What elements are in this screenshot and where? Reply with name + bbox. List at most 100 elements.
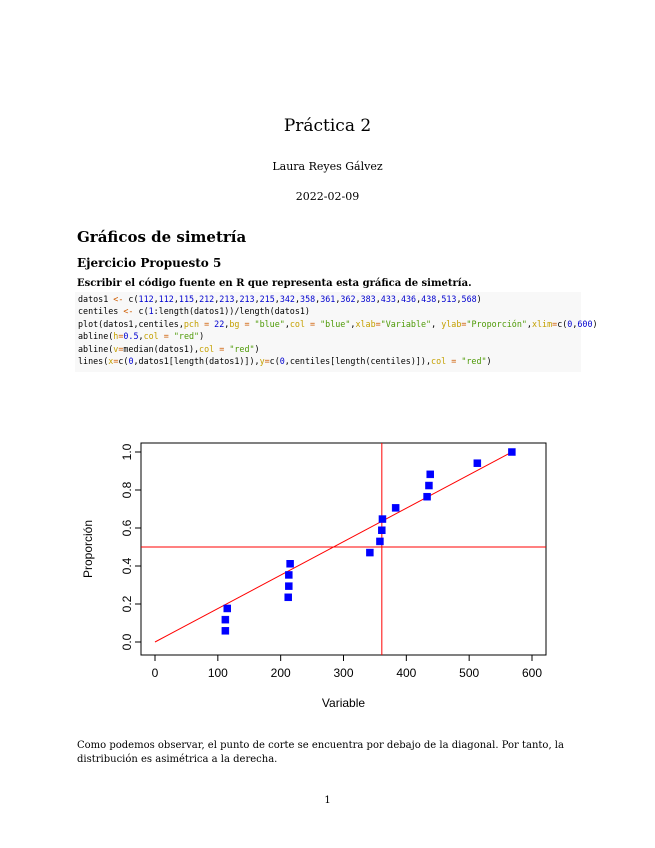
code-token: "red"	[461, 356, 487, 367]
code-token: ,	[138, 331, 144, 342]
section-heading: Gráficos de simetría	[77, 228, 247, 246]
code-token: =	[118, 343, 124, 354]
code-token: =	[305, 318, 321, 329]
code-token: ,	[456, 294, 462, 304]
code-token: =	[158, 331, 174, 342]
code-token: =	[446, 356, 462, 367]
author: Laura Reyes Gálvez	[272, 160, 383, 173]
data-point	[221, 615, 230, 624]
code-token: )	[199, 331, 205, 342]
code-token: =	[552, 318, 558, 329]
code-token: col	[431, 356, 447, 367]
code-token: pch	[183, 318, 200, 329]
code-token: ylab	[441, 318, 462, 329]
date: 2022-02-09	[295, 190, 360, 203]
code-token: "red"	[229, 343, 255, 354]
code-token: ,	[294, 294, 301, 304]
code-token: 342	[279, 294, 295, 304]
code-token: 0	[279, 356, 285, 367]
code-token: col	[289, 318, 305, 329]
code-token: bg	[229, 318, 240, 329]
code-token: ,	[350, 318, 356, 329]
code-token: c(	[118, 356, 129, 367]
code-token: ,	[284, 318, 290, 329]
data-point	[221, 627, 230, 635]
code-token: :length(datos1))/length(datos1)	[153, 306, 310, 317]
code-token: 112	[138, 294, 154, 304]
code-line: abline(h=0.5,col = "red")	[78, 330, 578, 342]
x-tick-label: 300	[333, 666, 353, 680]
code-token: c(	[269, 356, 280, 367]
diagonal-line	[154, 451, 513, 643]
data-point	[473, 459, 482, 467]
code-token: 358	[300, 294, 316, 304]
code-token: 213	[239, 294, 255, 304]
code-token: )	[592, 318, 598, 329]
code-token: plot(datos1,centiles,	[78, 318, 184, 329]
code-line: centiles <- c(1:length(datos1))/length(d…	[78, 305, 578, 317]
code-line: lines(x=c(0,datos1[length(datos1)]),y=c(…	[78, 355, 578, 367]
code-token: h	[113, 331, 119, 342]
code-token: "Proporción"	[466, 318, 527, 329]
code-token: 438	[421, 294, 437, 304]
code-token: ,	[214, 294, 220, 304]
y-tick-label: 0.2	[120, 595, 134, 612]
code-token: ,	[173, 294, 179, 304]
code-token: =	[461, 318, 467, 329]
code-token: 215	[259, 294, 275, 304]
page-number: 1	[324, 795, 331, 806]
code-token: abline(	[78, 343, 114, 354]
code-token: =	[113, 356, 119, 367]
data-point	[425, 481, 433, 490]
code-token: 0	[128, 356, 134, 367]
code-token: 433	[380, 294, 396, 304]
conclusion-paragraph: Como podemos observar, el punto de corte…	[77, 740, 564, 765]
code-token: ,	[436, 294, 442, 304]
code-token: 0.5	[123, 331, 139, 342]
code-token: =	[118, 331, 124, 342]
code-token: lines(	[78, 356, 109, 367]
code-token: col	[143, 331, 159, 342]
code-token: c(	[133, 306, 149, 317]
plot-frame	[140, 442, 547, 656]
x-tick-label: 600	[522, 666, 542, 680]
code-token: 568	[461, 294, 477, 304]
data-point	[378, 515, 387, 523]
code-token: ,	[315, 294, 321, 304]
y-tick-label: 0.4	[120, 557, 134, 574]
data-point	[423, 492, 431, 501]
data-point	[366, 548, 374, 557]
data-point	[286, 560, 294, 568]
y-axis-label: Proporción	[81, 520, 95, 578]
code-token: ,	[431, 318, 442, 329]
code-token: "blue"	[254, 318, 285, 329]
code-token: 361	[320, 294, 336, 304]
code-token: ,datos1[length(datos1)]),	[133, 356, 260, 367]
code-token: ,	[254, 294, 260, 304]
x-tick-label: 200	[271, 666, 291, 680]
code-line: abline(v=median(datos1),col = "red")	[78, 343, 578, 355]
x-tick-label: 100	[208, 666, 228, 680]
x-tick-label: 500	[459, 666, 479, 680]
code-token: xlim	[531, 318, 553, 329]
code-token: )	[254, 343, 260, 354]
x-tick-label: 0	[152, 666, 159, 680]
code-token: 513	[441, 294, 457, 304]
y-tick-label: 0.8	[120, 481, 134, 498]
data-point	[376, 537, 384, 546]
code-token: c(	[123, 294, 139, 304]
data-point	[223, 604, 232, 613]
x-axis-label: Variable	[322, 696, 365, 710]
code-token: abline(	[78, 331, 114, 342]
code-token: ,	[572, 318, 578, 329]
y-tick-label: 0.0	[120, 633, 134, 650]
code-token: <-	[113, 294, 124, 304]
code-token: ,	[355, 294, 361, 304]
code-token: ,	[224, 318, 230, 329]
code-token: 115	[178, 294, 195, 304]
data-point	[426, 470, 434, 479]
code-token: v	[113, 343, 119, 354]
code-token: =	[264, 356, 270, 367]
x-tick-label: 400	[396, 666, 416, 680]
